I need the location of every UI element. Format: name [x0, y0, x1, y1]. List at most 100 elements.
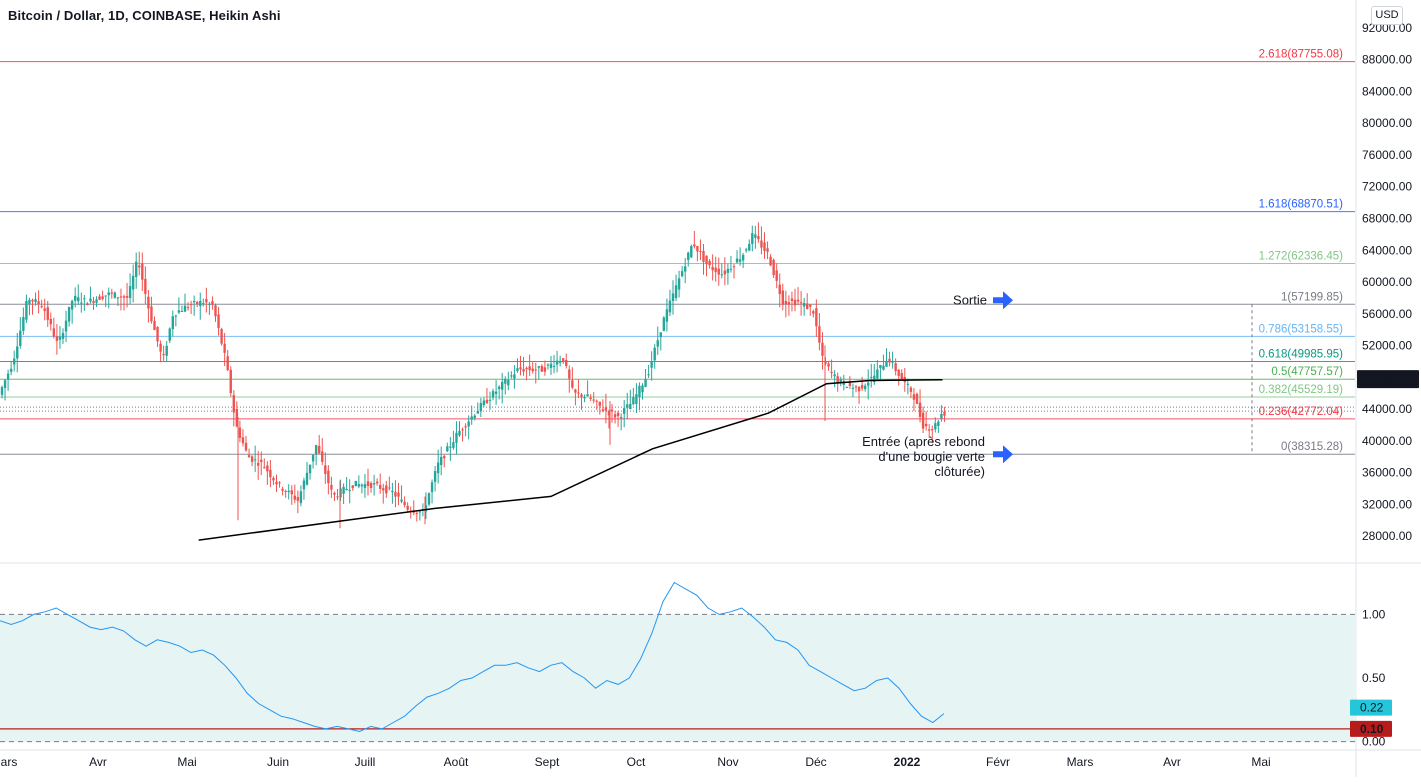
candle-body [147, 296, 150, 309]
candle-body [562, 358, 565, 361]
candle-body [196, 302, 199, 305]
annotation-entree-line: clôturée) [934, 464, 985, 479]
fib-level-label: 0(38315.28) [1281, 441, 1343, 453]
candle-body [745, 249, 748, 251]
candle-body [131, 275, 135, 290]
candle-body [354, 480, 357, 487]
candle-body [37, 301, 40, 305]
currency-badge[interactable]: USD [1371, 6, 1403, 25]
candle-body [342, 486, 345, 494]
candle-body [125, 295, 129, 298]
candle-body [568, 369, 571, 379]
candle-body [699, 251, 702, 253]
candle-body [604, 407, 608, 411]
candle-body [52, 328, 56, 337]
candle-body [616, 412, 620, 417]
candle-body [128, 286, 132, 299]
candle-body [269, 469, 272, 478]
candle-body [220, 329, 223, 344]
candle-body [848, 381, 852, 386]
candle-body [738, 259, 742, 262]
candle-body [897, 369, 900, 377]
candle-body [180, 311, 184, 313]
candle-body [836, 376, 839, 384]
time-axis-label: Mai [1251, 755, 1270, 769]
candle-body [748, 243, 751, 251]
candle-body [34, 299, 37, 303]
candle-body [43, 308, 46, 312]
candle-body [726, 268, 730, 273]
candle-body [174, 315, 178, 317]
annotation-entree-line: Entrée (après rebond [862, 434, 985, 449]
candle-body [461, 429, 464, 431]
candle-body [766, 248, 769, 252]
candle-body [494, 391, 498, 395]
candle-body [647, 374, 650, 376]
candle-body [141, 263, 144, 280]
candle-body [571, 380, 574, 388]
candle-body [732, 266, 736, 268]
price-tick-label: 76000.00 [1362, 148, 1412, 162]
candle-body [702, 250, 705, 262]
candle-body [662, 317, 666, 331]
candle-body [357, 484, 361, 487]
candle-body [89, 298, 92, 302]
candle-body [275, 481, 278, 485]
fib-level-label: 0.618(49985.95) [1259, 349, 1344, 361]
candle-body [613, 414, 617, 418]
candle-body [67, 306, 71, 322]
candle-body [55, 336, 59, 341]
fib-level-label: 0.786(53158.55) [1259, 323, 1344, 335]
candle-body [501, 381, 504, 390]
candle-body [931, 429, 934, 431]
time-axis-label: Nov [717, 755, 738, 769]
candle-body [372, 483, 376, 485]
candle-body [577, 392, 580, 394]
fib-level-label: 0.5(47757.57) [1271, 366, 1343, 378]
candle-body [363, 484, 367, 488]
candle-body [799, 302, 803, 304]
price-tick-label: 52000.00 [1362, 339, 1412, 353]
candle-body [366, 481, 370, 486]
candle-body [928, 429, 931, 431]
candle-body [760, 240, 763, 248]
candle-body [458, 430, 461, 436]
candle-body [449, 446, 452, 448]
candle-body [101, 296, 104, 300]
candle-body [860, 385, 864, 389]
candle-body [687, 252, 690, 260]
candle-body [257, 462, 260, 466]
candle-body [13, 358, 16, 365]
candle-body [287, 490, 290, 492]
candle-body [802, 302, 806, 307]
candle-body [531, 368, 534, 372]
candle-body [333, 492, 336, 495]
candle-body [714, 267, 717, 273]
candle-body [400, 499, 403, 502]
candle-body [327, 470, 330, 484]
candle-body [671, 293, 675, 301]
candle-body [31, 299, 34, 302]
candle-body [677, 278, 681, 290]
candle-body [290, 490, 293, 495]
candle-body [116, 297, 120, 299]
candle-body [476, 410, 479, 414]
candle-body [827, 363, 830, 367]
price-tick-label: 88000.00 [1362, 53, 1412, 67]
candle-body [690, 245, 693, 258]
candle-body [156, 326, 159, 342]
candle-body [479, 403, 483, 412]
time-axis-label: Avr [89, 755, 107, 769]
candle-body [876, 369, 879, 379]
candle-body [302, 480, 306, 490]
candle-body [497, 386, 501, 389]
current-price-badge [1357, 370, 1419, 389]
candle-body [729, 268, 733, 270]
candle-body [232, 395, 235, 413]
candle-body [138, 265, 141, 268]
candle-body [192, 301, 196, 303]
candle-body [284, 490, 287, 492]
candle-body [83, 298, 86, 300]
time-axis-label: Août [444, 755, 469, 769]
